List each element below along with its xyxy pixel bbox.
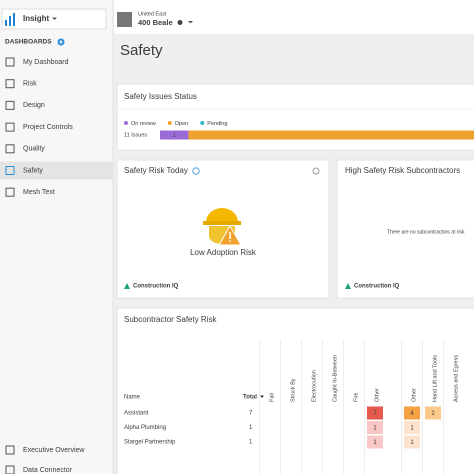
cell-value: 2 bbox=[431, 411, 435, 417]
nav-icon bbox=[5, 187, 15, 197]
total-header[interactable]: Total bbox=[243, 395, 257, 401]
row-total: 1 bbox=[249, 440, 253, 446]
section-header: DASHBOARDS bbox=[5, 39, 52, 46]
nav-icon bbox=[5, 79, 15, 89]
project-name[interactable]: 400 Beale bbox=[138, 18, 173, 27]
legend-swatch bbox=[200, 121, 205, 125]
card-title: Safety Issues Status bbox=[124, 92, 197, 101]
bar-segment bbox=[160, 130, 189, 140]
nav-icon bbox=[5, 57, 15, 67]
nav-item[interactable]: Quality bbox=[23, 146, 45, 153]
risk-status: Low Adoption Risk bbox=[190, 248, 257, 257]
column-header: Other bbox=[374, 388, 380, 402]
risk-cell bbox=[367, 421, 383, 434]
nav-item[interactable]: Data Connector bbox=[23, 467, 73, 474]
ciq-footer: Construction IQ bbox=[133, 284, 179, 290]
nav-item[interactable]: Mesh Text bbox=[23, 189, 55, 196]
name-header: Name bbox=[124, 395, 141, 401]
legend-label: On review bbox=[131, 121, 156, 127]
nav-icon bbox=[5, 166, 15, 175]
column-header: Caught In-Between bbox=[332, 355, 338, 402]
card-title: High Safety Risk Subcontractors bbox=[345, 166, 460, 175]
nav-selected bbox=[0, 161, 113, 180]
nav-icon bbox=[5, 100, 15, 110]
row-total: 1 bbox=[249, 425, 253, 431]
app-icon bbox=[5, 13, 15, 26]
row-total: 7 bbox=[249, 411, 253, 417]
company-name: United East bbox=[138, 11, 167, 17]
nav-item[interactable]: Risk bbox=[23, 81, 37, 88]
row-name: Alpha Plumbing bbox=[124, 425, 166, 431]
ciq-footer: Construction IQ bbox=[354, 284, 400, 290]
legend-label: Pending bbox=[207, 121, 227, 127]
column-header: Other bbox=[411, 388, 417, 402]
card-title: Safety Risk Today bbox=[124, 166, 188, 175]
dropdown-caret bbox=[52, 17, 57, 20]
category-label: 11 Issues bbox=[124, 132, 147, 138]
nav-item[interactable]: My Dashboard bbox=[23, 59, 69, 66]
cell-value: 7 bbox=[373, 411, 377, 417]
nav-icon bbox=[5, 144, 15, 154]
legend-label: Open bbox=[175, 121, 188, 127]
risk-cell bbox=[425, 406, 441, 420]
nav-icon bbox=[5, 445, 15, 455]
project-image bbox=[117, 12, 132, 27]
cell-value: 1 bbox=[410, 426, 414, 432]
high-risk-card bbox=[336, 159, 474, 299]
risk-cell bbox=[367, 406, 383, 420]
nav-icon bbox=[5, 465, 15, 474]
column-header: Access and Egress bbox=[453, 355, 459, 402]
nav-icon bbox=[5, 122, 15, 132]
risk-cell bbox=[367, 435, 383, 449]
cell-value: 1 bbox=[373, 426, 377, 432]
bar-segment bbox=[188, 130, 474, 140]
card-title: Subcontractor Safety Risk bbox=[124, 315, 217, 324]
sort-caret bbox=[260, 395, 264, 398]
risk-cell bbox=[404, 435, 420, 449]
row-name: Stargel Partnership bbox=[124, 440, 176, 446]
empty-message: There are no subcontractors at risk bbox=[387, 229, 465, 235]
value-label: 1 bbox=[173, 133, 176, 139]
column-header: Fire bbox=[353, 393, 359, 402]
ciq-logo bbox=[124, 283, 130, 289]
column-header: Fall bbox=[269, 393, 275, 402]
column-header: Struck By bbox=[290, 378, 296, 402]
project-caret[interactable] bbox=[188, 21, 193, 24]
column-header: Hand Lift and Tools bbox=[432, 355, 438, 402]
nav-item[interactable]: Executive Overview bbox=[23, 447, 85, 454]
cell-value: 1 bbox=[410, 440, 414, 446]
add-icon bbox=[59, 40, 63, 44]
nav-item[interactable]: Project Controls bbox=[23, 124, 73, 131]
legend-swatch bbox=[124, 121, 128, 125]
legend-swatch bbox=[167, 121, 172, 125]
top-bar bbox=[114, 0, 474, 34]
app-name: Insight bbox=[23, 14, 50, 23]
risk-cell bbox=[404, 421, 420, 434]
risk-cell bbox=[404, 406, 420, 420]
ciq-logo bbox=[345, 283, 351, 289]
info-icon[interactable] bbox=[192, 167, 200, 175]
worker-icon bbox=[203, 208, 242, 246]
row-name: Assistant bbox=[124, 411, 149, 417]
page-title: Safety bbox=[120, 42, 163, 59]
globe-icon bbox=[177, 20, 183, 25]
settings-icon[interactable] bbox=[312, 167, 320, 175]
cell-value: 4 bbox=[410, 411, 414, 417]
sidebar bbox=[0, 0, 113, 474]
nav-item[interactable]: Design bbox=[23, 102, 45, 109]
column-header: Electrocution bbox=[311, 370, 317, 402]
nav-item[interactable]: Safety bbox=[23, 167, 43, 174]
cell-value: 1 bbox=[373, 440, 377, 446]
